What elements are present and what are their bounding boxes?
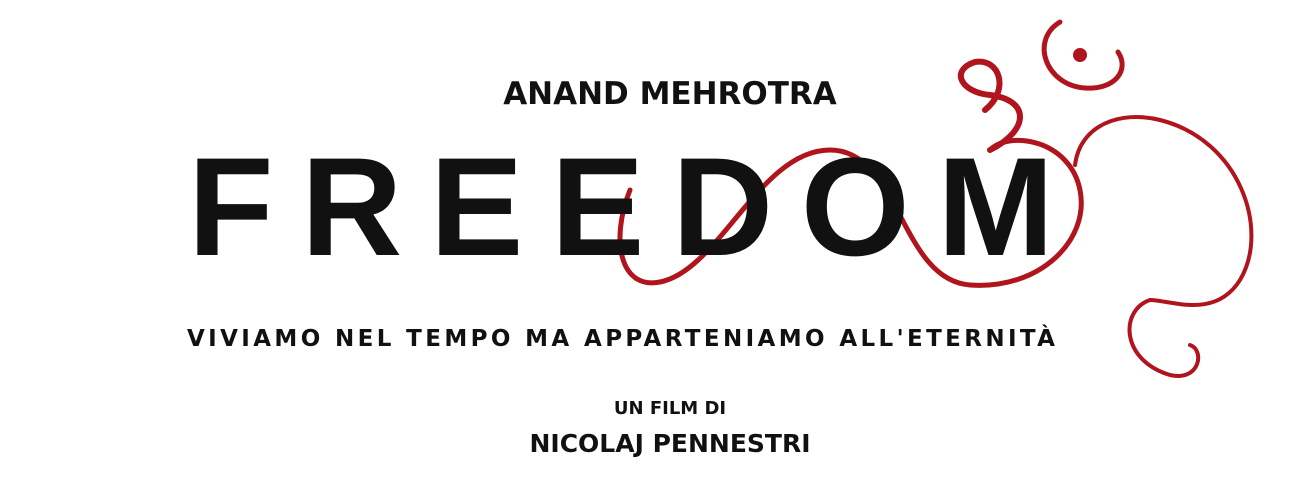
credit: ANAND MEHROTRA	[503, 76, 837, 112]
film-title: FREEDOM	[188, 128, 1054, 285]
director: NICOLAJ PENNESTRI	[529, 429, 810, 458]
om-dot	[1073, 48, 1087, 62]
om-symbol	[617, 19, 1254, 378]
byline: UN FILM DI	[614, 398, 726, 419]
